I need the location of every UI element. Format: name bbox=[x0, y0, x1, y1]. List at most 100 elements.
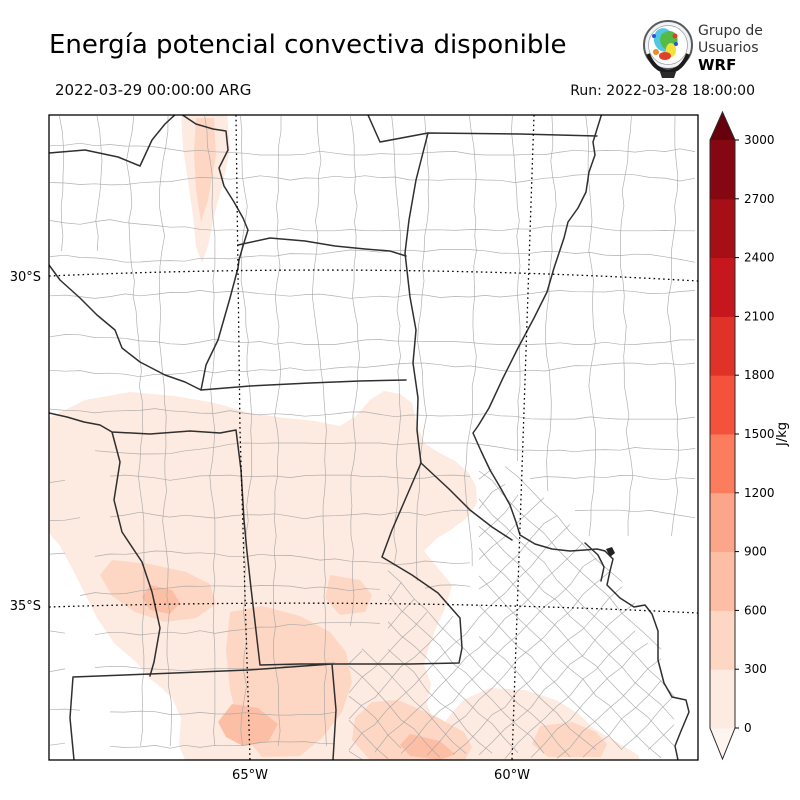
department-boundary-line bbox=[49, 509, 696, 521]
department-boundary-line bbox=[348, 695, 402, 749]
department-boundary-line bbox=[400, 557, 597, 754]
department-boundary-line bbox=[478, 602, 636, 756]
department-boundary-line bbox=[159, 115, 172, 747]
colorbar-bin bbox=[710, 551, 735, 611]
department-boundaries bbox=[49, 115, 696, 760]
department-boundary-line bbox=[94, 442, 696, 455]
valid-time-label: 2022-03-29 00:00:00 ARG bbox=[55, 81, 252, 99]
colorbar-tick-label: 300 bbox=[744, 662, 767, 676]
department-boundary-line bbox=[478, 498, 675, 697]
colorbar-unit-label: J/kg bbox=[775, 422, 790, 447]
department-boundary-line bbox=[49, 173, 696, 186]
colorbar-tick-label: 1200 bbox=[744, 486, 775, 500]
department-boundary-line bbox=[348, 665, 441, 758]
cape-region-cordoba-patch bbox=[325, 575, 372, 615]
colorbar-tick-label: 2400 bbox=[744, 251, 775, 265]
department-boundary-line bbox=[504, 630, 636, 759]
colorbar-bin bbox=[710, 610, 735, 670]
lat-tick-30s: 30°S bbox=[10, 270, 41, 285]
colorbar: 0 300 600 900 1200 1500 1800 2100 2400 2700 3000 bbox=[709, 110, 775, 761]
department-boundary-line bbox=[666, 115, 680, 537]
colorbar-tick-label: 900 bbox=[744, 545, 767, 559]
department-boundary-line bbox=[49, 249, 696, 263]
graticule-lat-30s bbox=[49, 269, 698, 282]
department-boundary-line bbox=[530, 642, 649, 758]
colorbar-bin bbox=[710, 434, 735, 494]
province-border-northwest bbox=[49, 115, 598, 391]
department-boundary-line bbox=[49, 219, 695, 232]
department-boundary-line bbox=[49, 334, 695, 345]
department-boundary-line bbox=[478, 470, 662, 650]
province-border-center bbox=[49, 379, 463, 760]
department-boundary-line bbox=[452, 586, 623, 755]
department-boundary-line bbox=[387, 621, 519, 753]
department-boundary-line bbox=[348, 497, 545, 694]
cape-region-nw-band-core bbox=[194, 118, 216, 222]
logo-seal-icon bbox=[643, 20, 693, 78]
lon-tick-65w: 65°W bbox=[232, 768, 268, 783]
department-boundary-line bbox=[49, 362, 696, 378]
department-boundary-line bbox=[621, 695, 675, 749]
department-boundary-line bbox=[348, 720, 389, 759]
department-boundary-line bbox=[348, 524, 571, 751]
department-boundary-line bbox=[49, 142, 696, 156]
wrf-users-group-logo: Grupo de Usuarios WRF bbox=[643, 20, 763, 78]
colorbar-tick-label: 3000 bbox=[744, 133, 775, 147]
department-boundary-line bbox=[374, 542, 584, 753]
department-boundary-line bbox=[361, 648, 467, 754]
cape-region-south-coast-patch bbox=[532, 722, 607, 757]
department-boundary-line bbox=[49, 474, 696, 483]
department-boundary-line bbox=[582, 680, 662, 758]
department-boundary-line bbox=[273, 116, 282, 747]
department-boundary-line bbox=[311, 115, 327, 747]
graticule-lat-35s bbox=[49, 602, 698, 614]
colorbar-bin bbox=[710, 669, 735, 729]
department-boundary-line bbox=[348, 750, 363, 760]
colorbar-tick-label: 2100 bbox=[744, 309, 775, 323]
department-boundary-line bbox=[49, 289, 696, 299]
page-title: Energía potencial convectiva disponible bbox=[49, 30, 567, 60]
department-boundary-line bbox=[49, 550, 471, 566]
department-boundary-line bbox=[348, 515, 558, 720]
department-boundary-line bbox=[349, 115, 361, 627]
department-boundary-line bbox=[585, 115, 596, 537]
department-boundary-line bbox=[387, 594, 545, 754]
department-boundary-line bbox=[95, 115, 103, 252]
colorbar-tick-label: 0 bbox=[744, 721, 752, 735]
colorbar-bin bbox=[710, 375, 735, 435]
run-time-label: Run: 2022-03-28 18:00:00 bbox=[570, 83, 755, 99]
lat-tick-35s: 35°S bbox=[10, 599, 41, 614]
department-boundary-line bbox=[387, 570, 571, 758]
department-boundary-line bbox=[240, 115, 253, 747]
department-boundary-line bbox=[204, 115, 216, 747]
parana-river bbox=[472, 115, 606, 582]
department-boundary-line bbox=[478, 636, 597, 750]
department-boundary-line bbox=[59, 115, 64, 252]
colorbar-under-arrow bbox=[710, 728, 735, 759]
axis-labels: 30°S 35°S 65°W 60°W bbox=[10, 270, 530, 783]
department-boundary-line bbox=[478, 547, 675, 747]
colorbar-bin bbox=[710, 198, 735, 259]
department-boundary-line bbox=[478, 605, 623, 751]
colorbar-tick-label: 1500 bbox=[744, 427, 775, 441]
department-boundary-line bbox=[478, 526, 675, 720]
logo-text-wrf: WRF bbox=[698, 56, 736, 74]
colorbar-bin bbox=[710, 316, 735, 376]
logo-text-line2: Usuarios bbox=[698, 40, 759, 56]
logo-text-line1: Grupo de bbox=[698, 23, 763, 39]
lon-tick-60w: 60°W bbox=[494, 768, 530, 783]
map-frame bbox=[48, 114, 699, 761]
colorbar-over-arrow bbox=[710, 112, 735, 140]
coastline bbox=[604, 550, 690, 760]
department-boundary-line bbox=[416, 115, 430, 582]
department-boundary-line bbox=[556, 658, 662, 759]
graticule-lon-60w bbox=[511, 115, 535, 760]
department-boundary-line bbox=[620, 115, 634, 537]
colorbar-bin bbox=[710, 492, 735, 553]
department-boundary-line bbox=[49, 741, 336, 749]
colorbar-tick-label: 2700 bbox=[744, 192, 775, 206]
colorbar-bin bbox=[710, 140, 735, 200]
department-boundary-line bbox=[464, 115, 477, 567]
